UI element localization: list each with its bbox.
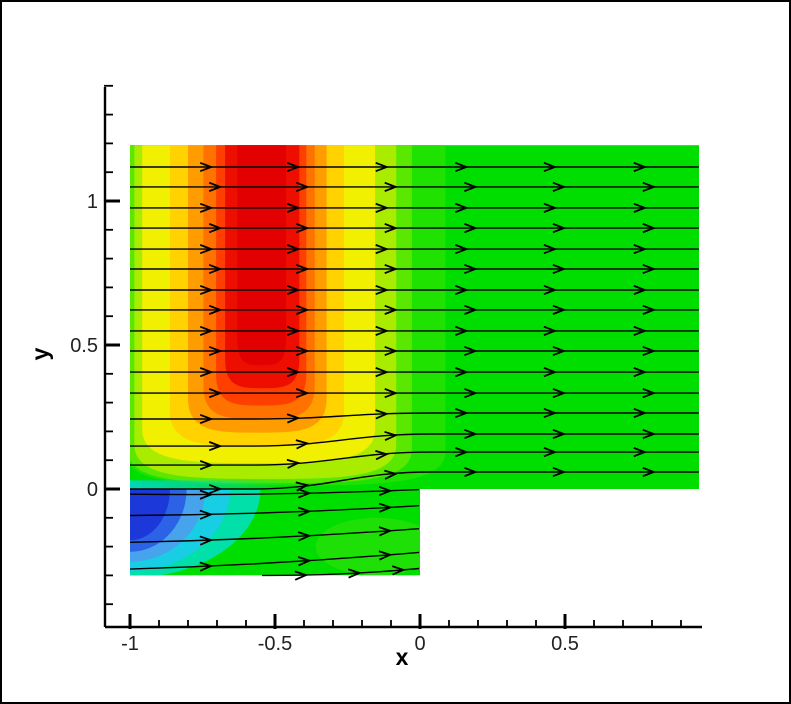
contour-upper-region: [130, 145, 699, 489]
y-tick-label: 0: [87, 479, 98, 501]
x-axis: [105, 614, 702, 629]
y-tick-label: 0.5: [70, 335, 98, 357]
x-axis-label: x: [396, 644, 409, 670]
y-axis-label: y: [27, 347, 53, 360]
x-tick-label: 0: [414, 633, 425, 655]
plot-render-root: 00.51-1 -0.5 0 0.5: [70, 84, 702, 655]
y-axis: [103, 84, 120, 627]
x-tick-labels: -1 -0.5 0 0.5: [121, 633, 579, 655]
x-tick-label: 0.5: [551, 633, 579, 655]
y-tick-label: 1: [87, 191, 98, 213]
x-tick-label: -0.5: [258, 633, 292, 655]
y-tick-labels: 00.51: [70, 191, 98, 501]
streamlines: [129, 161, 699, 581]
x-tick-label: -1: [121, 633, 139, 655]
contour-lower-region: [130, 489, 420, 576]
